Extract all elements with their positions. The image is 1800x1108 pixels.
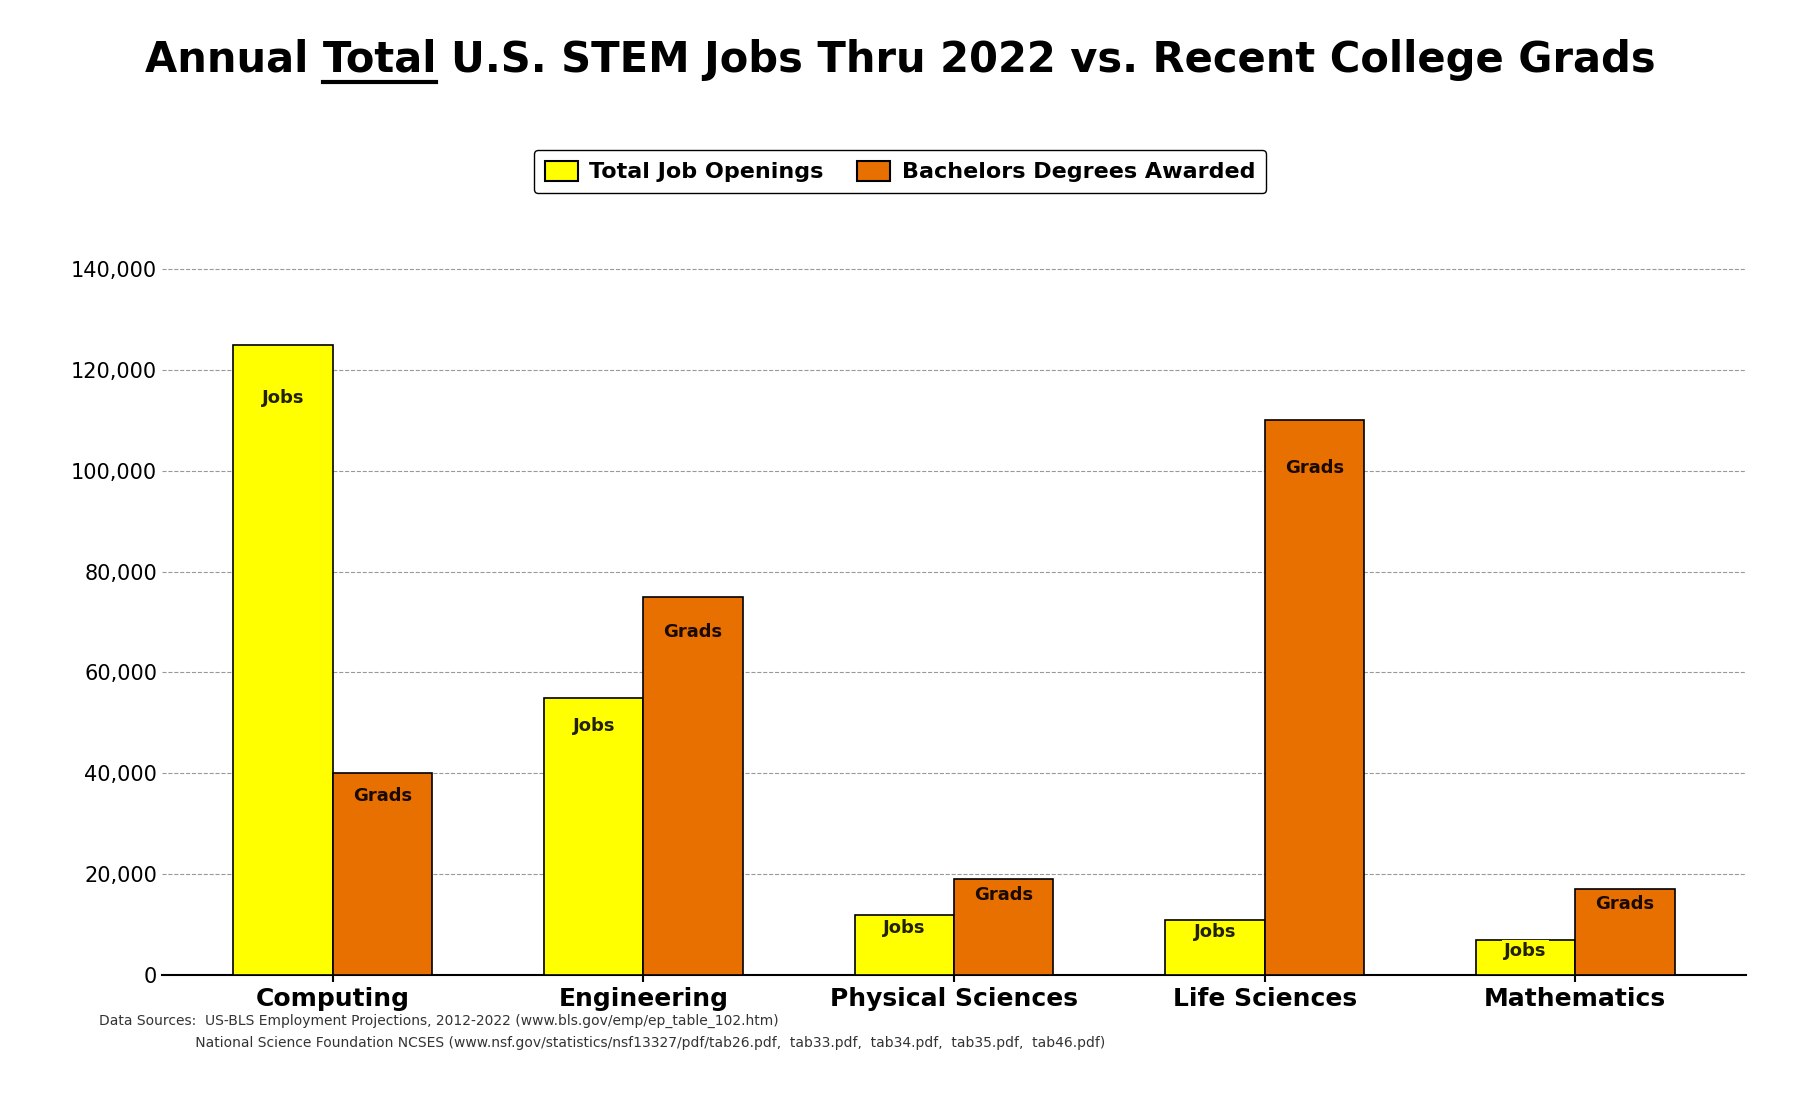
Bar (1165, 920, 1265, 975)
Bar (855, 914, 954, 975)
Text: Jobs: Jobs (1505, 942, 1546, 961)
Text: Grads: Grads (974, 886, 1033, 904)
Bar (643, 597, 743, 975)
Text: Jobs: Jobs (572, 717, 616, 735)
Text: Jobs: Jobs (884, 919, 925, 936)
Bar (333, 773, 432, 975)
Text: Data Sources:  US-BLS Employment Projections, 2012-2022 (www.bls.gov/emp/ep_tabl: Data Sources: US-BLS Employment Projecti… (99, 1014, 779, 1028)
Text: Jobs: Jobs (261, 389, 304, 407)
Bar (1265, 420, 1364, 975)
Text: Jobs: Jobs (1193, 923, 1237, 942)
Text: Grads: Grads (664, 624, 722, 642)
Bar (544, 698, 643, 975)
Legend: Total Job Openings, Bachelors Degrees Awarded: Total Job Openings, Bachelors Degrees Aw… (535, 150, 1265, 194)
Bar (1476, 940, 1575, 975)
Bar (234, 345, 333, 975)
Text: Grads: Grads (1285, 459, 1345, 478)
Bar (1575, 890, 1674, 975)
Text: Grads: Grads (1595, 895, 1654, 913)
Text: Annual Total U.S. STEM Jobs Thru 2022 vs. Recent College Grads: Annual Total U.S. STEM Jobs Thru 2022 vs… (144, 39, 1656, 81)
Text: National Science Foundation NCSES (www.nsf.gov/statistics/nsf13327/pdf/tab26.pdf: National Science Foundation NCSES (www.n… (99, 1036, 1105, 1050)
Text: Grads: Grads (353, 788, 412, 806)
Bar (954, 880, 1053, 975)
